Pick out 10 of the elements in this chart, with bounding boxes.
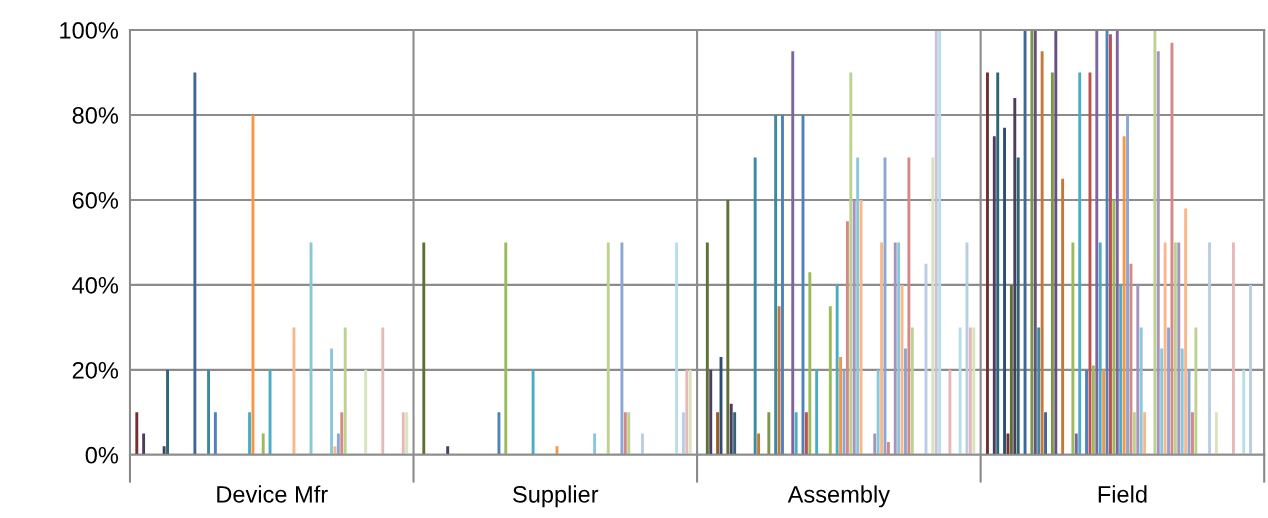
x-tick-label: Device Mfr xyxy=(217,485,328,503)
y-tick-label: 80% xyxy=(72,107,119,124)
x-tick-label: Field xyxy=(1098,485,1147,503)
y-tick-label: 0% xyxy=(85,446,119,464)
y-tick-label: 40% xyxy=(72,276,119,294)
x-tick-label: Assembly xyxy=(787,485,890,508)
y-tick-label: 20% xyxy=(72,361,119,379)
y-tick-label: 100% xyxy=(60,22,119,39)
x-tick-label: Supplier xyxy=(513,485,599,508)
y-tick-label: 60% xyxy=(72,192,119,209)
